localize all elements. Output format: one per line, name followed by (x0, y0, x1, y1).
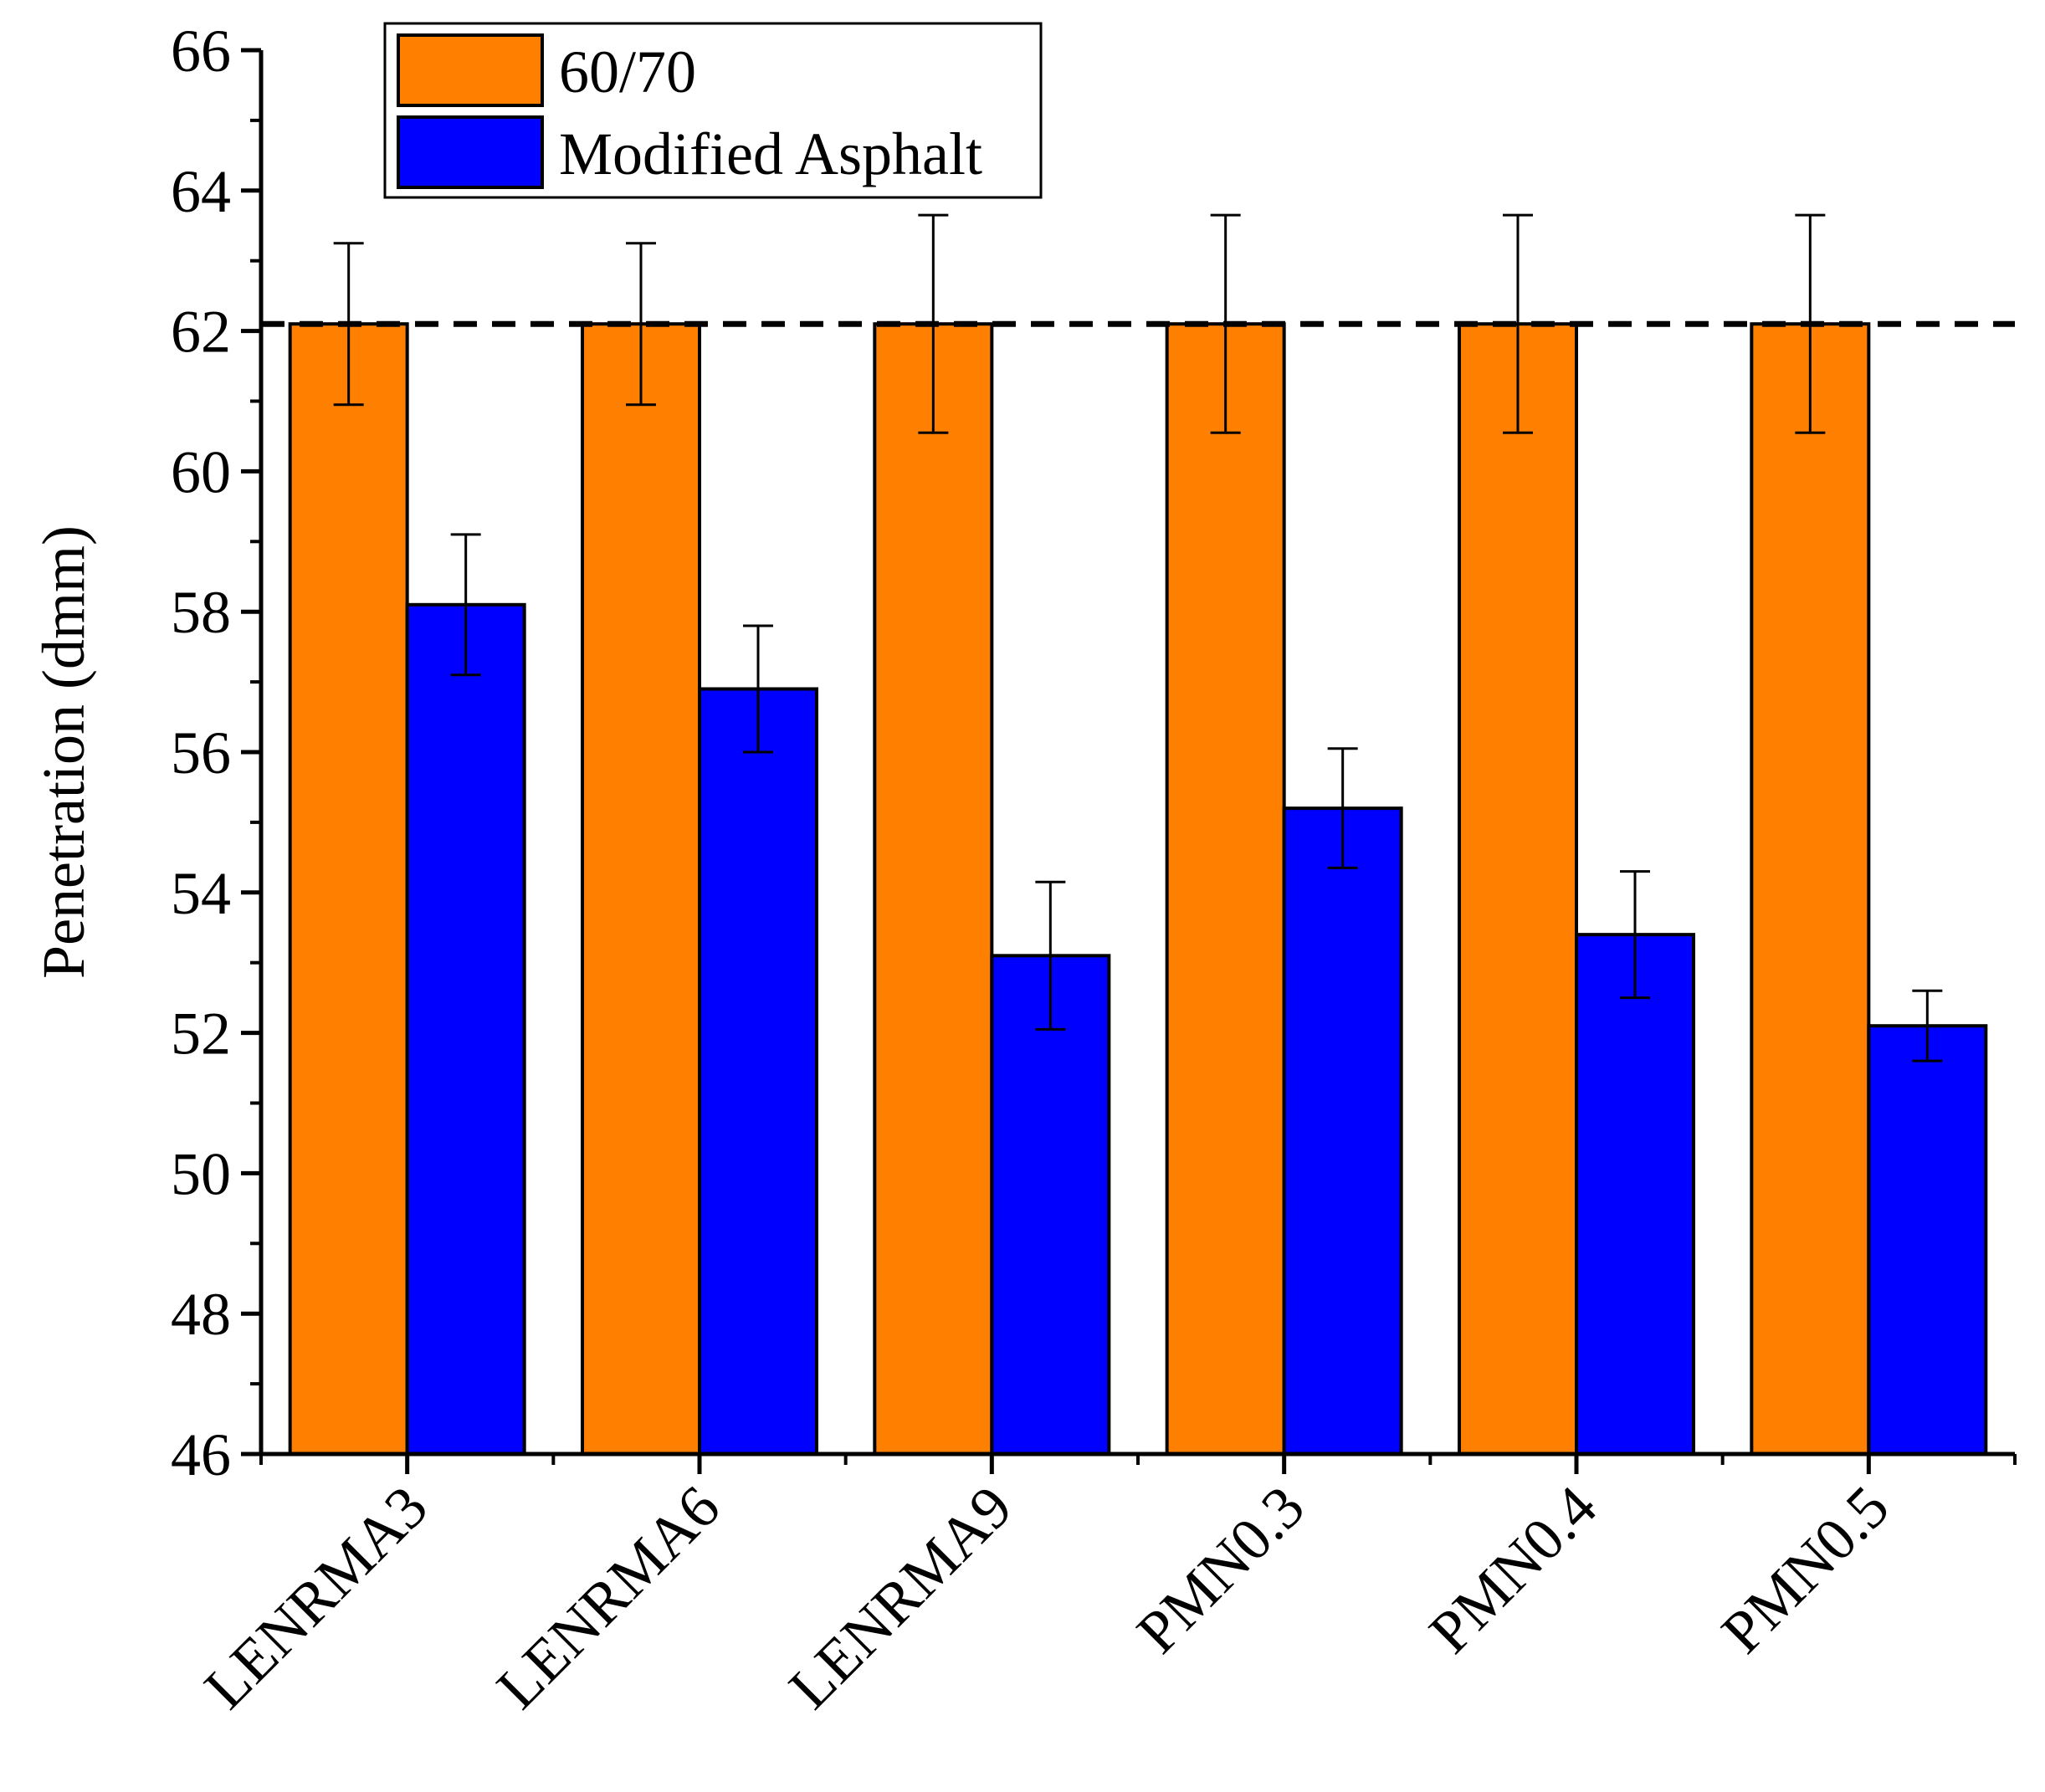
y-tick-label: 54 (171, 860, 231, 927)
x-tick-label: LENRMA6 (484, 1473, 732, 1722)
error-bar-modified-pmn0-5 (1912, 989, 1943, 1062)
bar-modified-pmn0-4 (1575, 933, 1695, 1456)
error-bar-modified-lenrma9 (1035, 880, 1066, 1031)
x-tick-label: LENRMA9 (776, 1473, 1025, 1722)
y-tick-label: 64 (171, 158, 231, 225)
error-bars-layer (333, 213, 1943, 1062)
bar-base-lenrma3 (288, 322, 409, 1457)
bar-modified-lenrma6 (698, 687, 818, 1456)
y-tick-label: 66 (171, 18, 231, 84)
error-bar-modified-lenrma6 (743, 624, 773, 754)
legend-swatch (397, 115, 544, 189)
y-tick-label: 60 (171, 438, 231, 505)
error-bar-modified-lenrma3 (450, 533, 481, 677)
y-tick-label: 56 (171, 719, 231, 786)
bar-modified-pmn0-5 (1867, 1024, 1988, 1456)
error-bar-modified-pmn0-3 (1327, 747, 1358, 869)
y-tick-label: 62 (171, 299, 231, 366)
y-axis-title: Penetration (dmm) (30, 525, 97, 979)
bars-layer (288, 322, 1988, 1457)
y-tick-label: 46 (171, 1421, 231, 1488)
error-bar-modified-pmn0-4 (1620, 870, 1650, 1000)
x-tick-label: PMN0.3 (1124, 1473, 1317, 1667)
bar-base-pmn0-5 (1750, 322, 1871, 1457)
legend: 60/70 Modified Asphalt (383, 22, 1043, 199)
error-bar-base-lenrma6 (626, 242, 656, 407)
legend-label: Modified Asphalt (559, 120, 982, 187)
x-tick-label: PMN0.5 (1709, 1473, 1902, 1667)
y-tick-label: 48 (171, 1281, 231, 1348)
bar-modified-lenrma9 (990, 954, 1111, 1457)
bar-modified-pmn0-3 (1282, 806, 1403, 1456)
y-tick-label: 52 (171, 1001, 231, 1068)
bar-base-lenrma9 (873, 322, 994, 1457)
bar-modified-lenrma3 (405, 602, 526, 1456)
error-bar-base-pmn0-4 (1503, 213, 1533, 434)
legend-swatch (397, 33, 544, 107)
y-tick-label: 50 (171, 1140, 231, 1207)
bar-base-lenrma6 (581, 322, 701, 1457)
x-tick-label: PMN0.4 (1417, 1473, 1610, 1667)
y-tick-label: 58 (171, 579, 231, 646)
bar-base-pmn0-4 (1458, 322, 1578, 1457)
x-tick-label: LENRMA3 (192, 1473, 440, 1722)
legend-label: 60/70 (559, 38, 696, 105)
bar-base-pmn0-3 (1165, 322, 1286, 1457)
